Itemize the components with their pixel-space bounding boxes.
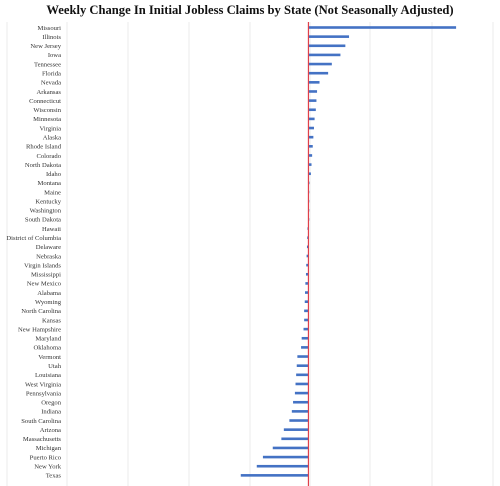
bar-colorado: [308, 154, 313, 157]
category-label-new-hampshire: New Hampshire: [18, 326, 61, 333]
bar-north-carolina: [304, 309, 309, 313]
category-label-maryland: Maryland: [35, 336, 61, 343]
category-label-oklahoma: Oklahoma: [34, 345, 62, 352]
bar-west-virginia: [295, 382, 309, 386]
category-label-florida: Florida: [42, 71, 61, 78]
category-label-missouri: Missouri: [38, 25, 62, 32]
category-label-puerto-rico: Puerto Rico: [30, 454, 62, 461]
bar-massachusetts: [281, 437, 309, 441]
bar-wisconsin: [308, 108, 316, 112]
category-label-virgin-islands: Virgin Islands: [24, 262, 61, 269]
bar-district-of-columbia: [307, 236, 309, 240]
bar-iowa: [308, 53, 341, 57]
category-label-west-virginia: West Virginia: [25, 381, 61, 388]
category-label-arkansas: Arkansas: [36, 89, 61, 96]
bar-delaware: [306, 245, 309, 249]
bar-virgin-islands: [306, 263, 309, 267]
gridlines: [6, 22, 494, 486]
bar-mississippi: [305, 272, 309, 276]
bar-new-hampshire: [303, 327, 309, 331]
category-label-alaska: Alaska: [43, 134, 61, 141]
category-label-delaware: Delaware: [36, 244, 61, 251]
category-label-montana: Montana: [38, 180, 62, 187]
category-label-new-jersey: New Jersey: [30, 43, 61, 50]
bar-arizona: [283, 428, 309, 431]
category-label-district-of-columbia: District of Columbia: [6, 235, 61, 242]
bar-louisiana: [296, 373, 309, 377]
category-label-minnesota: Minnesota: [33, 116, 61, 123]
bar-kansas: [304, 318, 309, 322]
category-label-wyoming: Wyoming: [35, 299, 62, 306]
bar-north-dakota: [308, 163, 312, 166]
category-label-oregon: Oregon: [41, 400, 61, 407]
category-label-washington: Washington: [30, 208, 62, 215]
chart-title: Weekly Change In Initial Jobless Claims …: [46, 3, 454, 17]
bar-new-jersey: [308, 44, 346, 48]
bar-idaho: [308, 172, 311, 176]
category-label-new-york: New York: [34, 464, 61, 471]
bar-new-york: [256, 464, 309, 468]
category-label-iowa: Iowa: [48, 52, 61, 59]
category-label-colorado: Colorado: [36, 153, 61, 160]
category-label-south-dakota: South Dakota: [25, 217, 61, 224]
category-label-nevada: Nevada: [41, 80, 61, 87]
bar-missouri: [308, 26, 457, 29]
category-label-arizona: Arizona: [40, 427, 61, 434]
category-label-alabama: Alabama: [37, 290, 61, 297]
category-label-nebraska: Nebraska: [36, 253, 61, 260]
bar-alabama: [305, 291, 309, 294]
category-label-vermont: Vermont: [38, 354, 61, 361]
category-label-kentucky: Kentucky: [35, 198, 61, 205]
category-label-illinois: Illinois: [42, 34, 61, 41]
category-label-rhode-island: Rhode Island: [26, 144, 62, 151]
bar-indiana: [291, 410, 309, 413]
category-labels: Missouri Illinois New Jersey Iowa Tennessee F…: [6, 25, 61, 480]
category-label-connecticut: Connecticut: [29, 98, 61, 105]
category-label-virginia: Virginia: [40, 125, 62, 132]
bar-rhode-island: [308, 145, 313, 148]
bar-wyoming: [304, 300, 309, 303]
category-label-idaho: Idaho: [46, 171, 62, 178]
bar-new-mexico: [305, 282, 309, 285]
bar-puerto-rico: [262, 455, 309, 459]
category-label-indiana: Indiana: [41, 409, 61, 416]
bar-texas: [240, 474, 309, 477]
bar-pennsylvania: [294, 391, 309, 395]
bar-vermont: [297, 355, 309, 358]
bar-alaska: [308, 135, 314, 139]
bars: [240, 26, 457, 477]
bar-utah: [296, 364, 309, 367]
bar-connecticut: [308, 99, 317, 102]
category-label-maine: Maine: [44, 189, 61, 196]
bar-nebraska: [306, 254, 309, 258]
category-label-north-dakota: North Dakota: [25, 162, 61, 169]
bar-michigan: [272, 446, 309, 450]
category-label-hawaii: Hawaii: [42, 226, 61, 233]
bar-florida: [308, 71, 329, 75]
bar-maryland: [301, 336, 309, 340]
category-label-south-carolina: South Carolina: [21, 418, 61, 425]
category-label-new-mexico: New Mexico: [27, 281, 62, 288]
category-label-massachusetts: Massachusetts: [23, 436, 62, 443]
bar-arkansas: [308, 90, 318, 93]
bar-virginia: [308, 126, 314, 130]
category-label-texas: Texas: [46, 473, 62, 480]
bar-nevada: [308, 81, 320, 84]
bar-oklahoma: [301, 346, 309, 349]
bar-illinois: [308, 35, 350, 38]
category-label-pennsylvania: Pennsylvania: [26, 390, 61, 397]
category-label-kansas: Kansas: [42, 317, 61, 324]
bar-oregon: [293, 400, 309, 404]
bar-south-carolina: [289, 419, 309, 422]
category-label-tennessee: Tennessee: [34, 61, 61, 68]
category-label-louisiana: Louisiana: [35, 372, 61, 379]
bar-minnesota: [308, 117, 315, 121]
category-label-utah: Utah: [48, 363, 62, 370]
bar-tennessee: [308, 62, 332, 66]
category-label-mississippi: Mississippi: [31, 272, 61, 279]
category-label-north-carolina: North Carolina: [21, 308, 61, 315]
category-label-wisconsin: Wisconsin: [33, 107, 61, 114]
category-label-michigan: Michigan: [36, 445, 62, 452]
